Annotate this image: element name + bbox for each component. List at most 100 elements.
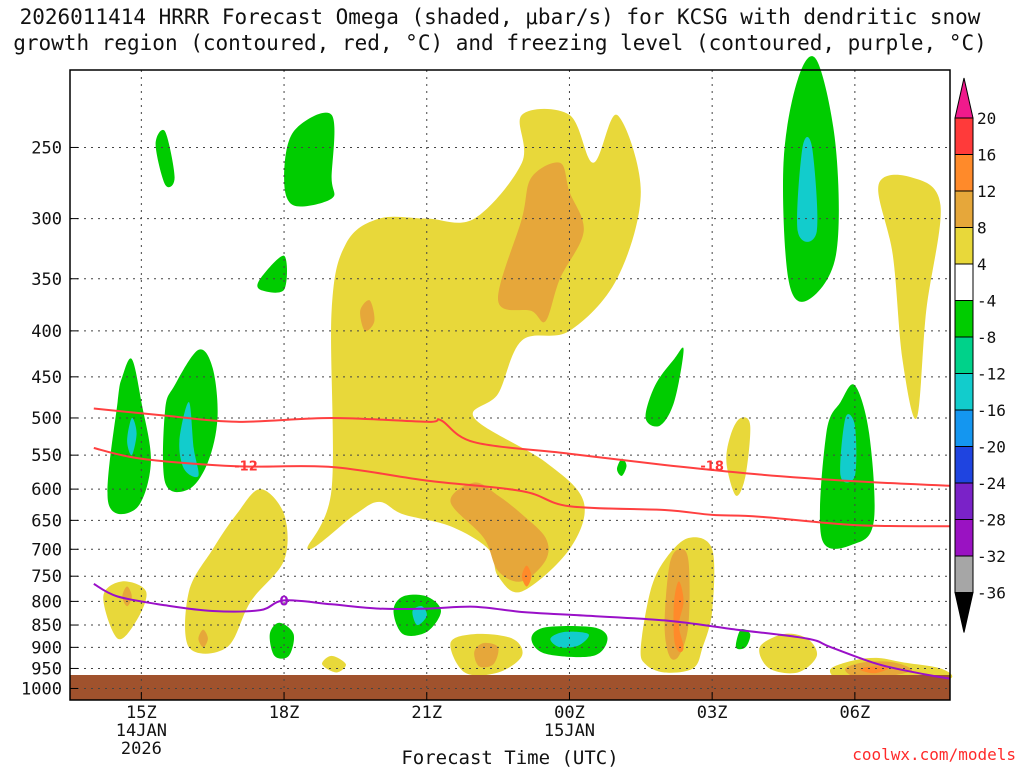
colorbar-bottom-triangle [954, 592, 974, 633]
omega-region-11 [550, 631, 589, 648]
x-tick-label-21Z: 21Z [411, 703, 442, 723]
colorbar-top-triangle [954, 77, 974, 119]
contour-line-2 [93, 583, 951, 680]
x-tick-label-00Z: 00Z [554, 703, 585, 723]
y-tick-label-350: 350 [31, 270, 62, 290]
contour-label-1: -18 [700, 460, 724, 475]
colorbar-label-10: -24 [977, 474, 1006, 493]
colorbar-bin-9 [954, 446, 974, 484]
omega-region-15 [735, 628, 751, 650]
omega-region-32 [450, 482, 549, 582]
x-tick-sublabel-15Z: 14JAN [116, 721, 167, 741]
colorbar: 20 16 12 8 4 -4 -8 -12 -16 -20 -24 -28 -32 -36 [954, 77, 1006, 633]
y-tick-label-250: 250 [31, 138, 62, 158]
colorbar-label-3: 8 [977, 219, 987, 238]
colorbar-label-11: -28 [977, 511, 1006, 530]
x-tick-label-15Z: 15Z [126, 703, 157, 723]
y-tick-label-300: 300 [31, 210, 62, 230]
omega-region-29 [878, 174, 941, 420]
colorbar-label-6: -8 [977, 328, 996, 347]
temperature-contours [93, 407, 951, 680]
omega-region-1 [127, 417, 137, 456]
omega-region-14 [617, 458, 627, 476]
chart-title: 2026011414 HRRR Forecast Omega (shaded, … [0, 4, 1000, 56]
plot-frame [69, 69, 951, 701]
colorbar-bin-2 [954, 190, 974, 228]
colorbar-bin-8 [954, 409, 974, 447]
omega-region-39 [673, 581, 684, 653]
colorbar-bin-3 [954, 227, 974, 265]
omega-region-19 [797, 136, 818, 242]
omega-region-13 [645, 347, 684, 427]
omega-region-34 [474, 642, 499, 668]
colorbar-label-7: -12 [977, 365, 1006, 384]
omega-region-17 [840, 414, 857, 483]
colorbar-bin-0 [954, 117, 974, 155]
colorbar-label-0: 20 [977, 109, 996, 128]
y-tick-label-1000: 1000 [21, 679, 62, 699]
colorbar-label-4: 4 [977, 255, 987, 274]
colorbar-bin-4 [954, 263, 974, 301]
omega-shaded-regions [103, 56, 953, 684]
contour-line-0 [93, 407, 951, 487]
y-tick-label-900: 900 [31, 638, 62, 658]
y-axis-ticks: 2503003504004505005506006507007508008509… [21, 138, 78, 699]
omega-region-35 [122, 586, 132, 607]
colorbar-label-1: 16 [977, 146, 996, 165]
x-axis-label: Forecast Time (UTC) [401, 747, 618, 768]
omega-region-9 [269, 622, 295, 659]
y-tick-label-450: 450 [31, 368, 62, 388]
colorbar-bin-6 [954, 336, 974, 374]
colorbar-bin-5 [954, 300, 974, 338]
omega-region-4 [284, 112, 335, 207]
colorbar-label-8: -16 [977, 401, 1006, 420]
colorbar-bin-1 [954, 154, 974, 192]
chart-title-line1: 2026011414 HRRR Forecast Omega (shaded, … [19, 5, 981, 29]
x-tick-label-06Z: 06Z [840, 703, 871, 723]
contour-labels: -12 -18 0 [234, 460, 724, 610]
omega-region-8 [412, 606, 427, 626]
y-tick-label-400: 400 [31, 322, 62, 342]
contour-label-0: -12 [234, 460, 258, 475]
colorbar-bin-11 [954, 519, 974, 557]
x-tick-label-18Z: 18Z [269, 703, 300, 723]
omega-region-36 [198, 629, 208, 648]
omega-region-5 [155, 129, 175, 188]
y-tick-label-700: 700 [31, 540, 62, 560]
omega-region-26 [726, 417, 751, 496]
y-tick-label-550: 550 [31, 446, 62, 466]
contour-label-2: 0 [280, 594, 289, 609]
credit-text: coolwx.com/models [852, 745, 1016, 764]
omega-region-6 [257, 255, 288, 293]
colorbar-label-13: -36 [977, 584, 1006, 603]
y-tick-label-950: 950 [31, 659, 62, 679]
omega-region-3 [179, 401, 199, 478]
contour-line-1 [93, 447, 951, 528]
colorbar-label-5: -4 [977, 292, 996, 311]
omega-region-22 [322, 655, 346, 673]
omega-region-30 [498, 162, 584, 323]
y-tick-label-650: 650 [31, 511, 62, 531]
x-tick-year-15Z: 2026 [121, 739, 162, 759]
omega-region-38 [859, 666, 889, 674]
omega-region-31 [360, 300, 375, 332]
grid-lines [70, 70, 950, 700]
x-tick-sublabel-00Z: 15JAN [544, 721, 595, 741]
y-tick-label-600: 600 [31, 480, 62, 500]
ground-layer [70, 675, 950, 700]
chart-title-line2: growth region (contoured, red, °C) and f… [13, 31, 987, 55]
omega-region-27 [759, 633, 818, 674]
y-tick-label-500: 500 [31, 409, 62, 429]
y-tick-label-750: 750 [31, 567, 62, 587]
colorbar-label-2: 12 [977, 182, 996, 201]
colorbar-bin-7 [954, 373, 974, 411]
omega-region-21 [185, 489, 288, 654]
y-tick-label-850: 850 [31, 616, 62, 636]
colorbar-bin-10 [954, 482, 974, 520]
colorbar-bin-12 [954, 555, 974, 593]
y-tick-label-800: 800 [31, 592, 62, 612]
colorbar-label-9: -20 [977, 438, 1006, 457]
x-tick-label-03Z: 03Z [697, 703, 728, 723]
